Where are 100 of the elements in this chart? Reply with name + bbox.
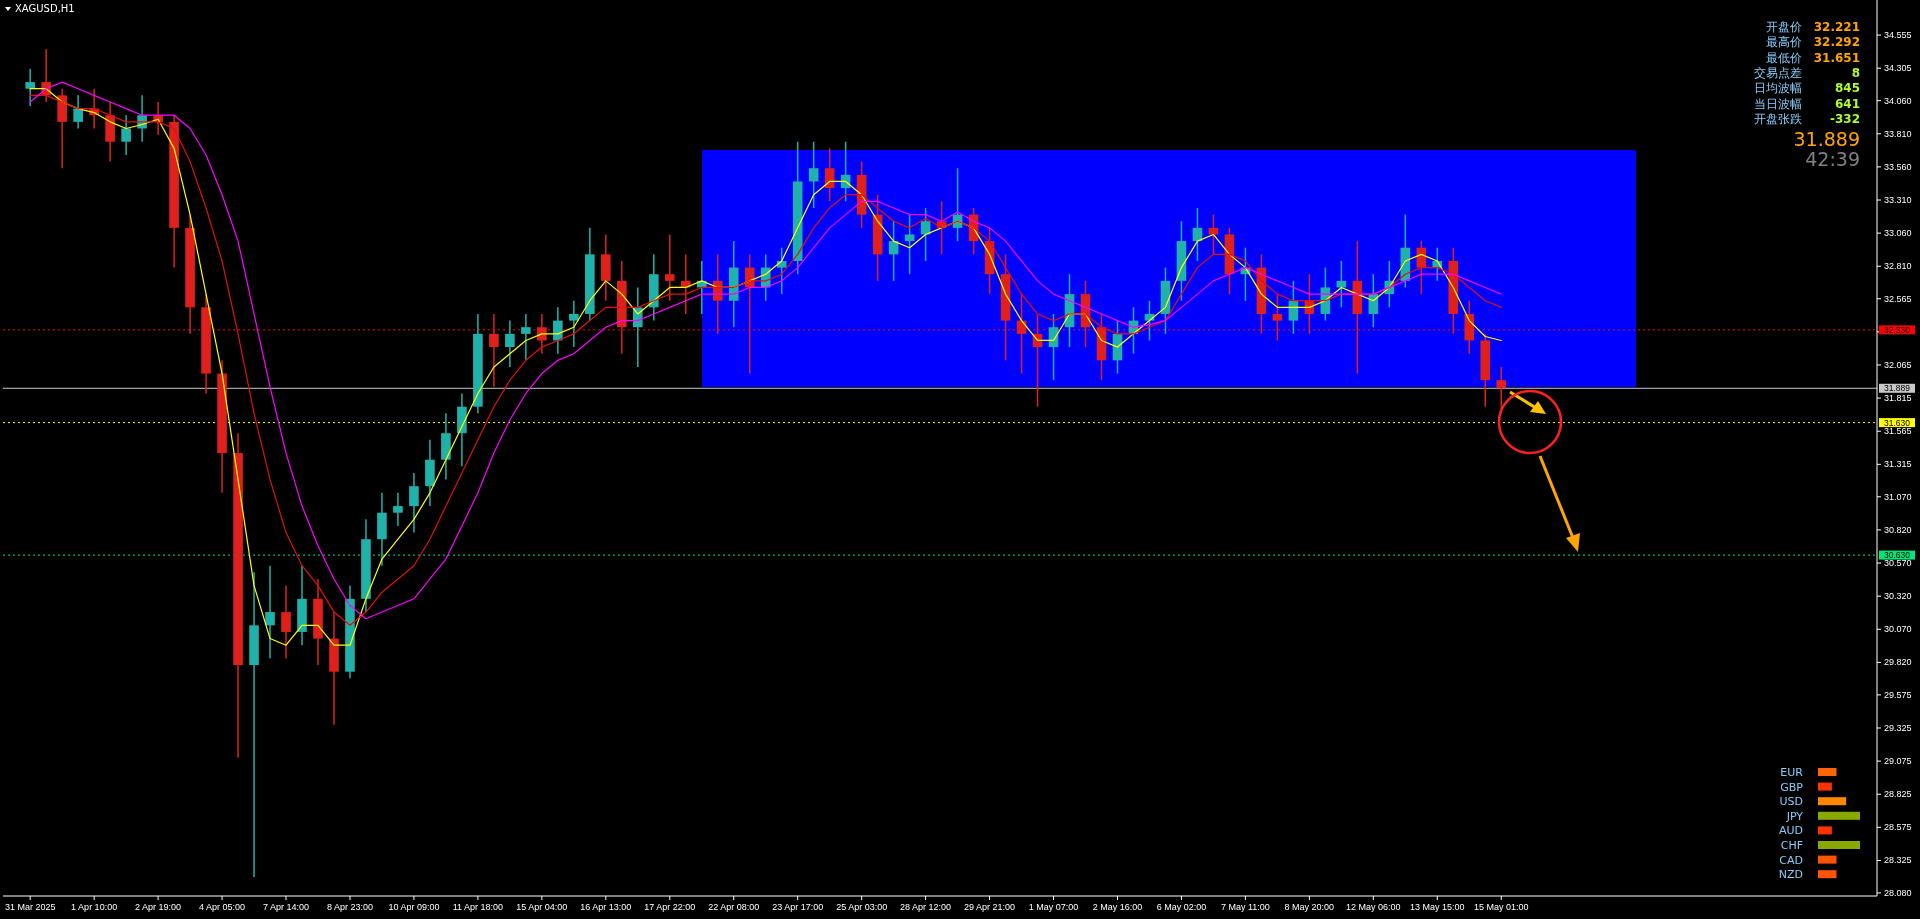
annotation: 31.651 — [1813, 50, 1860, 65]
x-tick-label: 25 Apr 03:00 — [836, 902, 888, 912]
bar — [1818, 768, 1837, 776]
annotation: 最低价 — [1766, 50, 1802, 65]
annotation: -332 — [1829, 111, 1860, 126]
candlestick — [121, 114, 131, 156]
x-tick-label: 22 Apr 08:00 — [708, 902, 760, 912]
annotation: 845 — [1834, 81, 1860, 96]
x-tick-label: 2 Apr 19:00 — [135, 902, 182, 912]
x-tick-label: 31 Mar 2025 — [4, 902, 56, 912]
x-tick-label: 23 Apr 17:00 — [772, 902, 824, 912]
x-tick-label: 7 May 11:00 — [1220, 902, 1270, 912]
y-tick-label: 31.070 — [1884, 491, 1912, 502]
annotation: 32.221 — [1813, 20, 1860, 34]
x-tick-label: 8 May 20:00 — [1284, 902, 1335, 912]
y-tick-label: 34.305 — [1884, 63, 1912, 74]
annotation: 最高价 — [1766, 35, 1802, 50]
x-tick-label: 15 May 01:00 — [1473, 902, 1529, 912]
bar — [1818, 855, 1837, 864]
x-tick-label: 8 Apr 23:00 — [326, 902, 373, 912]
y-tick-label: 33.310 — [1884, 195, 1912, 206]
y-tick-label: AUD — [1778, 824, 1803, 838]
bar — [1818, 826, 1832, 835]
ref-line-label: 31.889 — [1884, 383, 1911, 394]
y-tick-label: 28.325 — [1884, 855, 1912, 866]
y-tick-label: 30.570 — [1884, 558, 1912, 569]
y-tick-label: GBP — [1780, 780, 1804, 794]
y-tick-label: 30.070 — [1884, 624, 1912, 635]
annotation: 交易点差 — [1754, 65, 1802, 80]
candlestick — [553, 306, 563, 355]
candlestick — [409, 472, 419, 534]
annotation: 开盘价 — [1766, 20, 1802, 34]
y-tick-label: NZD — [1778, 868, 1803, 882]
ref-line-label: 31.630 — [1884, 417, 1911, 428]
y-tick-label: 29.325 — [1884, 723, 1912, 733]
y-tick-label: 31.315 — [1884, 459, 1912, 470]
bar — [1818, 841, 1860, 849]
candlestick — [505, 319, 515, 368]
candlestick — [521, 313, 531, 362]
y-tick-label: 33.560 — [1884, 161, 1912, 172]
candlestick — [265, 564, 275, 660]
bar — [1818, 797, 1847, 806]
y-tick-label: 33.810 — [1884, 128, 1912, 139]
candlestick — [489, 313, 499, 388]
y-tick-label: USD — [1779, 795, 1803, 809]
y-tick-label: CAD — [1779, 853, 1803, 867]
y-tick-label: CHF — [1780, 839, 1803, 852]
x-tick-label: 28 Apr 12:00 — [900, 902, 952, 912]
y-tick-label: 33.060 — [1884, 228, 1912, 239]
x-tick-label: 17 Apr 22:00 — [644, 902, 696, 912]
x-tick-label: 16 Apr 13:00 — [580, 902, 632, 912]
ref-line-label: 30.630 — [1884, 550, 1911, 561]
annotation: 日均波幅 — [1754, 81, 1802, 96]
y-tick-label: 34.060 — [1884, 95, 1912, 106]
annotation: 32.292 — [1813, 35, 1860, 50]
y-tick-label: 31.565 — [1884, 426, 1912, 437]
x-tick-label: 4 Apr 05:00 — [199, 902, 246, 912]
annotation: 当日波幅 — [1754, 96, 1802, 111]
annotation: 开盘张跌 — [1754, 111, 1802, 126]
y-tick-label: 28.080 — [1884, 887, 1912, 898]
candlestick — [1288, 280, 1299, 335]
x-tick-label: 10 Apr 09:00 — [388, 902, 440, 912]
candlestick — [73, 94, 83, 130]
candlestick — [537, 313, 547, 355]
x-tick-label: 6 May 02:00 — [1156, 902, 1207, 912]
y-tick-label: 32.565 — [1884, 293, 1912, 304]
y-tick-label: 28.825 — [1884, 789, 1912, 800]
candlestick — [393, 492, 403, 527]
y-tick-label: 30.320 — [1884, 591, 1912, 602]
x-tick-label: 1 May 07:00 — [1028, 902, 1079, 912]
y-tick-label: 32.810 — [1884, 261, 1912, 272]
x-tick-label: 15 Apr 04:00 — [516, 902, 568, 912]
x-tick-label: 2 May 16:00 — [1092, 902, 1143, 912]
candlestick — [1416, 240, 1427, 295]
ref-line-label: 32.330 — [1884, 324, 1911, 335]
y-tick-label: 31.815 — [1884, 393, 1912, 404]
bar — [1818, 782, 1832, 791]
y-tick-label: 30.820 — [1884, 524, 1912, 535]
y-tick-label: 28.575 — [1884, 822, 1912, 833]
x-tick-label: 11 Apr 18:00 — [452, 902, 504, 912]
y-tick-label: 32.065 — [1884, 359, 1912, 370]
x-tick-label: 7 Apr 14:00 — [263, 902, 310, 912]
candlestick — [744, 253, 755, 375]
candlestick — [808, 140, 819, 209]
bar — [1818, 870, 1837, 879]
annotation: 641 — [1834, 96, 1860, 111]
bar — [1818, 811, 1860, 820]
x-tick-label: 1 Apr 10:00 — [71, 902, 118, 912]
y-tick-label: 29.075 — [1884, 756, 1912, 767]
y-tick-label: 29.575 — [1884, 689, 1912, 700]
candlestick — [281, 584, 291, 660]
annotation: 31.889 — [1793, 128, 1860, 150]
y-tick-label: EUR — [1780, 766, 1804, 779]
y-tick-label: 29.820 — [1884, 657, 1912, 668]
candlestick — [25, 68, 35, 107]
x-tick-label: 29 Apr 21:00 — [964, 902, 1016, 912]
candlestick — [904, 213, 915, 275]
candlestick — [664, 233, 675, 302]
chart-title: XAGUSD,H1 — [15, 3, 75, 14]
candlestick — [1272, 293, 1283, 342]
